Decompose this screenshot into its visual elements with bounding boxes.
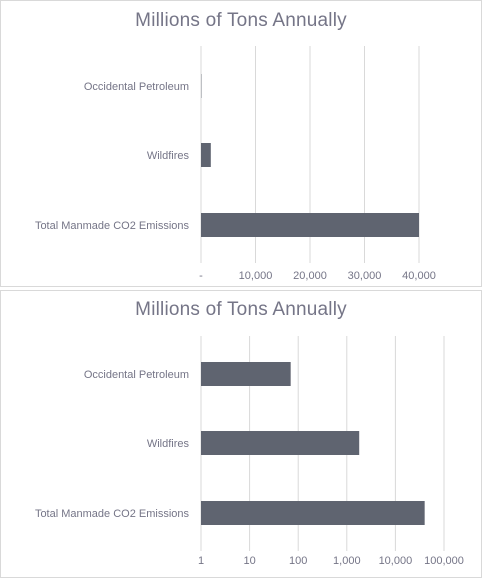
x-tick-label: 100,000 (424, 555, 464, 567)
x-tick-label: 20,000 (293, 270, 327, 282)
chart-plot-log: 1 10 100 1,000 10,000 100,000 Occidental Petro… (1, 291, 481, 577)
category-label: Total Manmade CO2 Emissions (35, 220, 190, 232)
bar (201, 143, 211, 167)
bar (201, 362, 291, 386)
category-label: Occidental Petroleum (84, 81, 189, 93)
x-tick-label: 10 (243, 555, 255, 567)
chart-plot-linear: - 10,000 20,000 30,000 40,000 Occidental Petr… (1, 1, 481, 286)
x-tick-label: 30,000 (348, 270, 382, 282)
x-tick-label: 10,000 (239, 270, 273, 282)
x-tick-label: 10,000 (379, 555, 413, 567)
x-tick-label: - (199, 270, 203, 282)
bar (201, 501, 425, 525)
x-tick-label: 100 (289, 555, 307, 567)
x-tick-label: 1,000 (333, 555, 361, 567)
category-label: Occidental Petroleum (84, 369, 189, 381)
category-label: Wildfires (147, 438, 190, 450)
category-label: Total Manmade CO2 Emissions (35, 508, 190, 520)
x-tick-label: 40,000 (402, 270, 436, 282)
bar (201, 213, 419, 237)
bar (201, 431, 359, 455)
x-tick-label: 1 (198, 555, 204, 567)
category-label: Wildfires (147, 150, 190, 162)
